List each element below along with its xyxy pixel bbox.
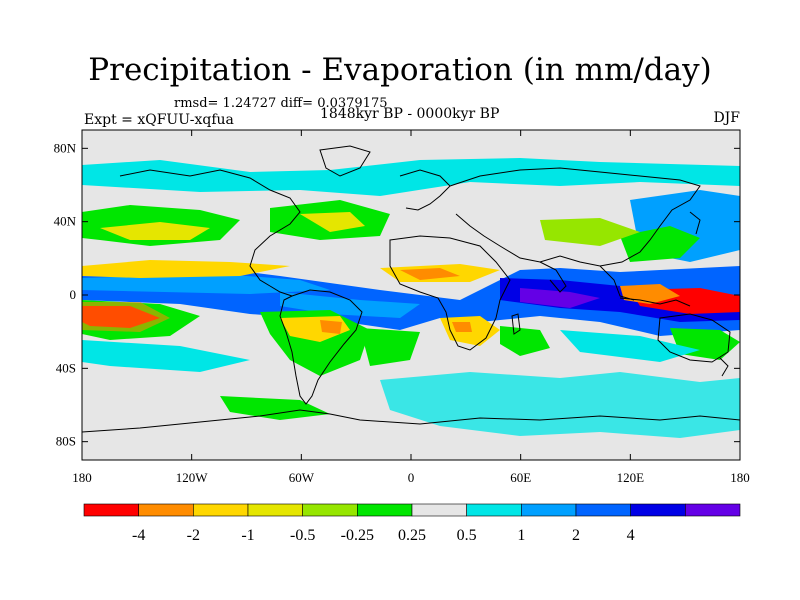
x-tick-label: 120E (617, 470, 645, 485)
colorbar-swatch (521, 503, 577, 517)
field-southern-ocean-green (220, 396, 330, 420)
coast-north-america (119, 169, 301, 287)
coast-madagascar (511, 313, 521, 335)
y-tick-label: 0 (70, 287, 77, 302)
colorbar-swatch (466, 503, 522, 517)
colorbar-label: -0.5 (290, 527, 315, 544)
field-arctic-cyan (82, 158, 740, 196)
field-madagascar-green (500, 326, 550, 356)
colorbar-swatch (138, 503, 194, 517)
colorbar-label: 1 (517, 527, 525, 544)
field-brazil-red (320, 320, 342, 334)
x-axis: 180 120W 60W 0 60E 120E 180 (72, 130, 750, 485)
colorbar-label: 2 (572, 527, 580, 544)
coast-australia (657, 313, 731, 363)
x-tick-label: 180 (72, 470, 92, 485)
coast-greenland (319, 145, 371, 177)
colorbar-swatch (575, 503, 631, 517)
field-sahel-orange (400, 268, 460, 280)
coast-se-asia (599, 265, 635, 301)
y-axis: 80N 40N 0 40S 80S (54, 140, 740, 449)
coast-south-america (279, 289, 363, 405)
colorbar-swatch (302, 503, 358, 517)
coast-india (539, 261, 567, 293)
colorbar-label: 0.5 (457, 527, 477, 544)
coastlines (82, 145, 740, 433)
season-label: DJF (713, 110, 740, 126)
coast-indonesia (619, 297, 691, 307)
coast-europe (399, 169, 451, 211)
colorbar-swatch (83, 503, 139, 517)
field-south-atlantic-green (360, 328, 420, 366)
coast-central-america (269, 285, 293, 297)
x-tick-label: 180 (730, 470, 750, 485)
experiment-label: Expt = xQFUU-xqfua (84, 112, 234, 128)
colorbar-swatch (685, 503, 741, 517)
x-tick-label: 120W (176, 470, 209, 485)
y-tick-label: 40S (56, 360, 76, 375)
field-south-pacific-orange (82, 302, 170, 332)
x-tick-label: 60W (289, 470, 315, 485)
colorbar-swatch (411, 503, 467, 517)
colorbar-label: 0.25 (398, 527, 426, 544)
colorbar-label: -2 (187, 527, 200, 544)
field-north-atlantic-yellow (300, 212, 365, 232)
field-south-indian-cyan (560, 330, 700, 362)
stats-line: rmsd= 1.24727 diff= 0.0379175 (174, 96, 388, 111)
colorbar-swatch (247, 503, 303, 517)
field-asia-green (540, 218, 640, 246)
coast-new-zealand (719, 357, 729, 377)
colorbar-label: -1 (241, 527, 254, 544)
field-north-pacific-yellow (100, 222, 210, 240)
x-tick-label: 60E (510, 470, 531, 485)
coast-japan (689, 211, 701, 235)
coast-antarctica (82, 409, 740, 433)
field-indian-purple (520, 288, 600, 308)
field-southern-ocean-cyan-2 (380, 372, 740, 438)
colorbar: -4 -2 -1 -0.5 -0.25 0.25 0.5 1 2 4 (83, 503, 741, 544)
coast-africa (389, 235, 511, 351)
colorbar-label: 4 (627, 527, 635, 544)
y-tick-label: 80N (54, 140, 77, 155)
field-east-pacific-cyan (82, 274, 330, 294)
field-tropical-yellow-north (82, 260, 290, 278)
colorbar-swatch (193, 503, 249, 517)
field-south-africa-red (452, 322, 472, 332)
colorbar-swatch (630, 503, 686, 517)
colorbar-label: -0.25 (341, 527, 374, 544)
field-southern-ocean-cyan (82, 340, 250, 372)
field-nw-pacific-green (620, 226, 700, 262)
pe-field (82, 158, 740, 438)
chart-title: Precipitation - Evaporation (in mm/day) (88, 52, 712, 88)
x-tick-label: 0 (408, 470, 415, 485)
y-tick-label: 80S (56, 434, 76, 449)
colorbar-swatch (357, 503, 413, 517)
period-label: 1848kyr BP - 0000kyr BP (320, 106, 500, 122)
coast-asia (449, 167, 701, 267)
colorbar-label: -4 (132, 527, 145, 544)
y-tick-label: 40N (54, 214, 77, 229)
